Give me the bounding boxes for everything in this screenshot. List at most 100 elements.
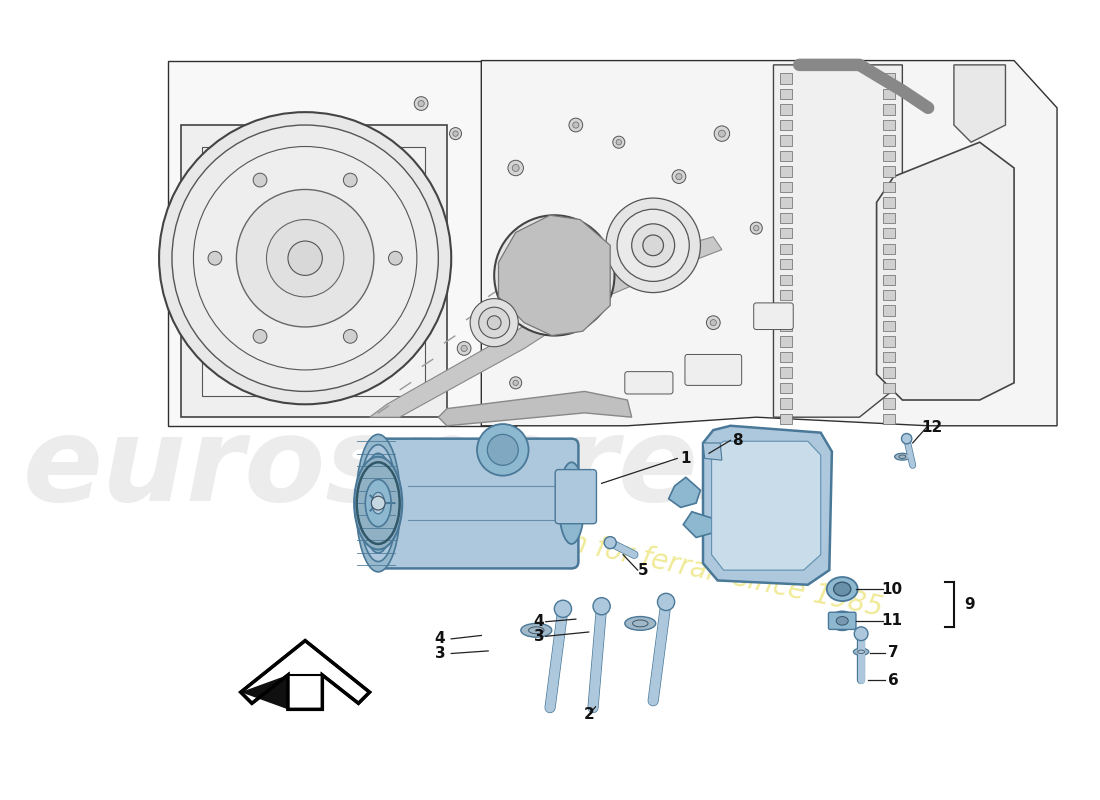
Circle shape (461, 346, 468, 351)
Polygon shape (883, 244, 895, 254)
Polygon shape (780, 383, 792, 393)
Circle shape (288, 241, 322, 275)
Circle shape (631, 224, 674, 267)
Ellipse shape (356, 434, 400, 572)
Circle shape (711, 319, 716, 326)
Ellipse shape (854, 648, 869, 655)
Ellipse shape (625, 617, 656, 630)
Ellipse shape (827, 577, 858, 601)
Circle shape (487, 434, 518, 466)
FancyBboxPatch shape (375, 438, 579, 569)
Circle shape (706, 316, 721, 330)
Polygon shape (780, 89, 792, 99)
Polygon shape (883, 414, 895, 424)
Polygon shape (780, 198, 792, 207)
Circle shape (208, 251, 222, 265)
Polygon shape (202, 146, 426, 396)
Ellipse shape (894, 454, 910, 460)
Polygon shape (883, 306, 895, 316)
Text: 6: 6 (889, 673, 899, 688)
Polygon shape (780, 151, 792, 161)
FancyBboxPatch shape (556, 470, 596, 524)
Circle shape (513, 380, 518, 386)
Circle shape (718, 130, 725, 137)
Polygon shape (883, 321, 895, 331)
Ellipse shape (834, 582, 850, 596)
Polygon shape (780, 306, 792, 316)
Text: 12: 12 (922, 420, 943, 435)
Polygon shape (288, 675, 322, 710)
Circle shape (604, 537, 616, 549)
Polygon shape (780, 259, 792, 270)
Circle shape (470, 298, 518, 346)
Circle shape (855, 627, 868, 641)
Circle shape (675, 174, 682, 180)
Circle shape (569, 118, 583, 132)
Polygon shape (241, 675, 288, 710)
Ellipse shape (559, 462, 584, 544)
Circle shape (754, 226, 759, 231)
Circle shape (172, 125, 438, 391)
Circle shape (513, 165, 519, 171)
Text: 4: 4 (434, 631, 446, 646)
Polygon shape (883, 135, 895, 146)
Polygon shape (883, 367, 895, 378)
Polygon shape (780, 352, 792, 362)
Circle shape (458, 342, 471, 355)
Polygon shape (703, 426, 832, 585)
FancyBboxPatch shape (685, 354, 741, 386)
Polygon shape (883, 274, 895, 285)
Polygon shape (780, 337, 792, 346)
Polygon shape (241, 641, 370, 710)
Polygon shape (780, 135, 792, 146)
Circle shape (520, 241, 588, 310)
Polygon shape (883, 166, 895, 177)
Polygon shape (167, 61, 516, 426)
Circle shape (388, 251, 403, 265)
Polygon shape (883, 89, 895, 99)
Circle shape (253, 330, 267, 343)
Ellipse shape (372, 492, 385, 514)
Circle shape (714, 126, 729, 142)
Circle shape (658, 594, 674, 610)
Polygon shape (883, 352, 895, 362)
Circle shape (902, 434, 912, 444)
Text: 3: 3 (434, 646, 446, 661)
FancyBboxPatch shape (625, 372, 673, 394)
Polygon shape (780, 74, 792, 84)
Polygon shape (498, 215, 610, 335)
Text: 11: 11 (881, 614, 903, 628)
Circle shape (672, 170, 685, 183)
Polygon shape (780, 398, 792, 409)
Circle shape (554, 600, 572, 618)
Circle shape (194, 146, 417, 370)
Polygon shape (883, 398, 895, 409)
Ellipse shape (520, 623, 552, 637)
Text: a passion for ferrari since 1985: a passion for ferrari since 1985 (455, 505, 886, 622)
Polygon shape (370, 237, 722, 417)
Circle shape (450, 128, 462, 140)
FancyBboxPatch shape (754, 303, 793, 330)
Circle shape (343, 330, 358, 343)
Text: 3: 3 (534, 629, 544, 644)
Circle shape (418, 101, 425, 106)
Polygon shape (780, 105, 792, 114)
Polygon shape (180, 125, 447, 417)
Circle shape (372, 496, 385, 510)
Polygon shape (780, 290, 792, 300)
Ellipse shape (836, 617, 848, 625)
Polygon shape (712, 442, 821, 570)
Circle shape (573, 122, 579, 128)
Circle shape (546, 267, 563, 284)
Polygon shape (438, 391, 631, 426)
Polygon shape (883, 337, 895, 346)
Circle shape (487, 316, 502, 330)
Circle shape (536, 257, 573, 294)
Circle shape (642, 235, 663, 256)
Circle shape (477, 424, 529, 476)
Circle shape (236, 190, 374, 327)
Text: eurospares: eurospares (22, 411, 769, 526)
Polygon shape (482, 61, 1057, 426)
Polygon shape (883, 105, 895, 114)
Circle shape (616, 139, 622, 145)
